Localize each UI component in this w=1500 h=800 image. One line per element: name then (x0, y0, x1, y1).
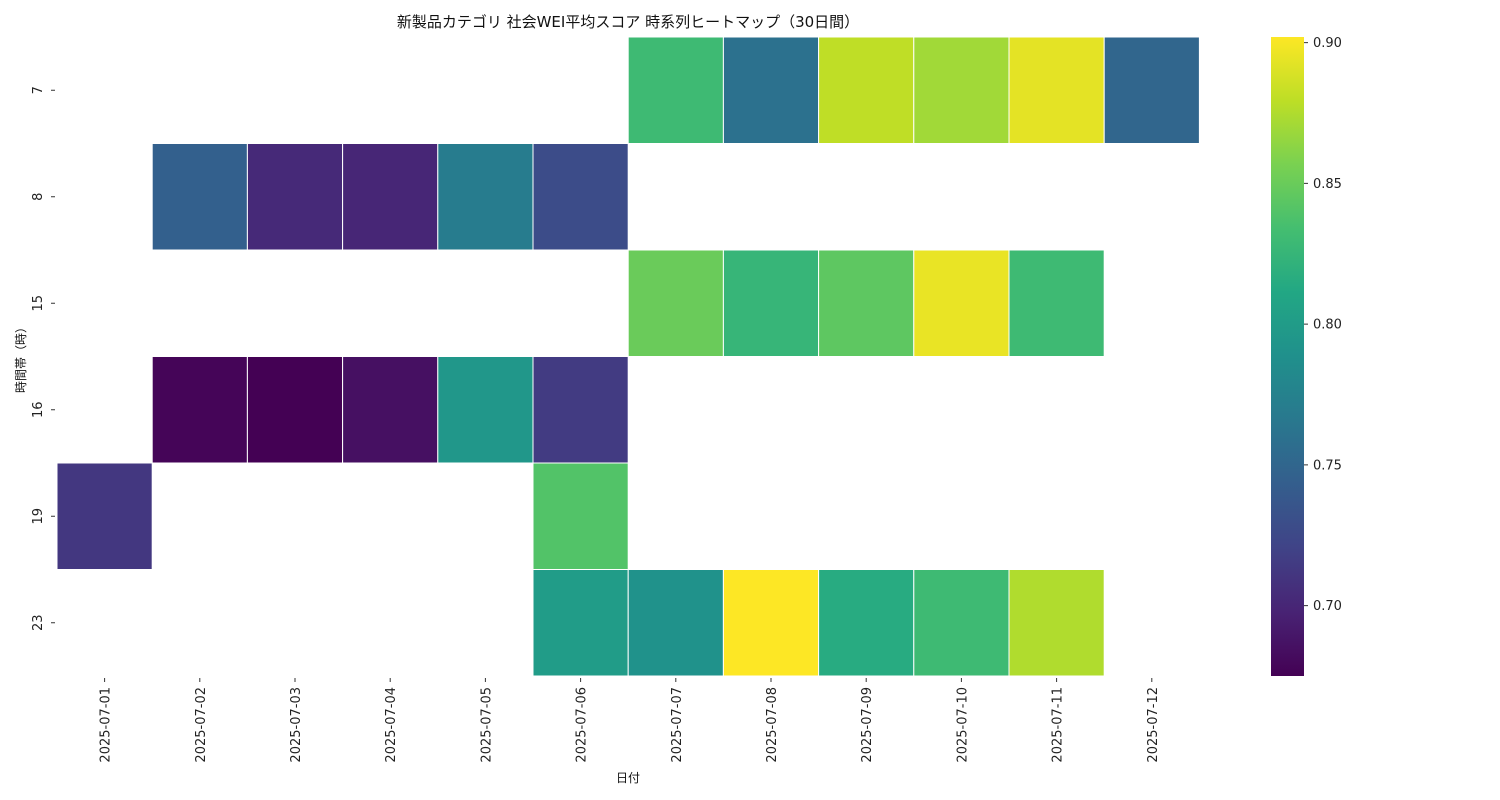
heatmap-cell (56, 462, 153, 570)
y-tick-label: 19 (31, 508, 46, 525)
heatmap-cell (246, 356, 344, 464)
x-tick-label: 2025-07-04 (384, 687, 399, 763)
heatmap-cell (532, 143, 629, 251)
heatmap-cell (532, 569, 629, 677)
y-tick-label: 8 (31, 193, 46, 201)
heatmap-cell (532, 356, 629, 464)
heatmap-cell (437, 356, 534, 464)
x-axis-label: 日付 (616, 771, 640, 785)
y-axis: 7 8 15 16 19 23 (31, 86, 55, 631)
y-axis-label: 時間帯（時） (14, 321, 28, 393)
heatmap-cell (818, 36, 915, 144)
heatmap-cell (913, 36, 1010, 144)
x-tick-label: 2025-07-12 (1146, 687, 1161, 763)
x-tick-label: 2025-07-06 (575, 687, 590, 763)
x-tick-label: 2025-07-03 (289, 687, 304, 763)
x-tick-label: 2025-07-05 (479, 687, 494, 763)
heatmap-cell (722, 569, 820, 677)
heatmap-cell (913, 249, 1010, 357)
heatmap-cell (1008, 569, 1105, 677)
colorbar-tick-label: 0.70 (1313, 599, 1342, 614)
colorbar: 0.70 0.75 0.80 0.85 0.90 (1271, 36, 1342, 676)
colorbar-gradient (1271, 37, 1304, 676)
y-tick-label: 16 (31, 401, 46, 418)
heatmap-cell (246, 143, 344, 251)
heatmap-cell (913, 569, 1010, 677)
colorbar-tick-label: 0.85 (1313, 177, 1342, 192)
heatmap-cell (722, 36, 820, 144)
heatmap-cell (627, 569, 724, 677)
heatmap-cell (1008, 249, 1105, 357)
x-tick-label: 2025-07-07 (670, 687, 685, 763)
colorbar-tick-label: 0.90 (1313, 36, 1342, 51)
colorbar-tick-label: 0.75 (1313, 458, 1342, 473)
y-tick-label: 23 (31, 614, 46, 631)
heatmap-cell (342, 356, 439, 464)
heatmap-cell (722, 249, 820, 357)
y-tick-label: 15 (31, 295, 46, 312)
x-tick-label: 2025-07-11 (1051, 687, 1066, 763)
x-tick-label: 2025-07-09 (860, 687, 875, 763)
y-tick-label: 7 (31, 86, 46, 94)
x-tick-label: 2025-07-01 (99, 687, 114, 763)
heatmap-cell (818, 569, 915, 677)
heatmap-cell (1103, 36, 1200, 144)
heatmap-cell (151, 143, 248, 251)
heatmap-cell (532, 462, 629, 570)
heatmap-cell (1008, 36, 1105, 144)
heatmap-cell (627, 36, 724, 144)
x-tick-label: 2025-07-08 (765, 687, 780, 763)
heatmap-cells (56, 36, 1200, 677)
heatmap-cell (437, 143, 534, 251)
heatmap-cell (151, 356, 248, 464)
colorbar-tick-label: 0.80 (1313, 318, 1342, 333)
heatmap-cell (818, 249, 915, 357)
heatmap-cell (342, 143, 439, 251)
x-tick-label: 2025-07-02 (194, 687, 209, 763)
heatmap-cell (627, 249, 724, 357)
chart-title: 新製品カテゴリ 社会WEI平均スコア 時系列ヒートマップ（30日間） (397, 13, 859, 31)
x-axis: 2025-07-01 2025-07-02 2025-07-03 2025-07-04… (99, 678, 1161, 763)
x-tick-label: 2025-07-10 (955, 687, 970, 763)
